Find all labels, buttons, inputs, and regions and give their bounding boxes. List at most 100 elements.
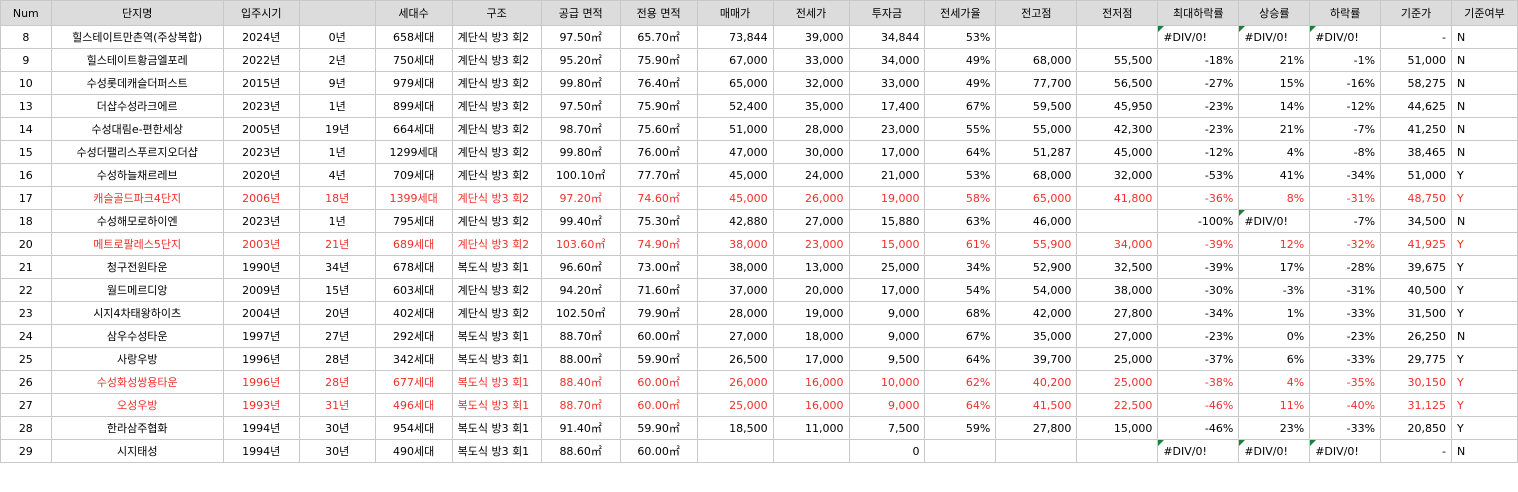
cell-drop-rate[interactable]: -12% [1309,94,1382,118]
cell-move-in[interactable]: 2023년 [222,140,300,164]
cell-base-price[interactable]: 41,925 [1380,232,1452,256]
cell-max-drop-rate[interactable]: #DIV/0! [1157,25,1240,49]
cell-investment[interactable]: 17,000 [848,140,926,164]
cell-supply-area[interactable]: 98.70㎡ [540,117,621,141]
cell-previous-low[interactable]: 55,500 [1076,48,1159,72]
cell-age[interactable]: 19년 [298,117,376,141]
cell-exclusive-area[interactable]: 76.40㎡ [619,71,698,95]
cell-base-flag[interactable]: Y [1450,370,1518,394]
cell-age[interactable]: 30년 [298,439,376,463]
cell-previous-low[interactable]: 45,000 [1076,140,1159,164]
cell-exclusive-area[interactable]: 76.00㎡ [619,140,698,164]
cell-investment[interactable]: 7,500 [848,416,926,440]
cell-jeonse-ratio[interactable]: 61% [924,232,997,256]
cell-max-drop-rate[interactable]: -39% [1157,255,1240,279]
cell-jeonse-ratio[interactable]: 62% [924,370,997,394]
cell-base-flag[interactable]: Y [1450,163,1518,187]
cell-name[interactable]: 월드메르디앙 [50,278,224,302]
cell-num[interactable]: 9 [0,48,52,72]
cell-rise-rate[interactable]: #DIV/0! [1238,209,1311,233]
cell-move-in[interactable]: 2023년 [222,94,300,118]
cell-move-in[interactable]: 1997년 [222,324,300,348]
cell-jeonse-ratio[interactable]: 68% [924,301,997,325]
table-row[interactable]: 16 수성하늘채르레브 2020년 4년 709세대 계단식 방3 회2 100.10㎡ 77… [0,163,1518,187]
cell-sale-price[interactable]: 38,000 [696,255,774,279]
cell-structure[interactable]: 계단식 방3 회2 [451,232,542,256]
cell-units[interactable]: 689세대 [374,232,453,256]
cell-previous-low[interactable]: 32,500 [1076,255,1159,279]
col-max-drop-rate-header[interactable]: 최대하락률 [1157,0,1240,26]
cell-age[interactable]: 28년 [298,347,376,371]
cell-supply-area[interactable]: 96.60㎡ [540,255,621,279]
cell-sale-price[interactable]: 45,000 [696,186,774,210]
cell-max-drop-rate[interactable]: -23% [1157,117,1240,141]
cell-drop-rate[interactable]: -32% [1309,232,1382,256]
table-row[interactable]: 21 청구전원타운 1990년 34년 678세대 복도식 방3 회1 96.60㎡ 73.0… [0,255,1518,279]
col-name-header[interactable]: 단지명 [50,0,224,26]
cell-sale-price[interactable]: 47,000 [696,140,774,164]
cell-sale-price[interactable]: 26,000 [696,370,774,394]
table-row[interactable]: 26 수성화성쌍용타운 1996년 28년 677세대 복도식 방3 회1 88.40㎡ 60… [0,370,1518,394]
cell-jeonse-ratio[interactable]: 54% [924,278,997,302]
cell-jeonse-price[interactable]: 27,000 [772,209,850,233]
cell-move-in[interactable]: 2015년 [222,71,300,95]
cell-rise-rate[interactable]: 4% [1238,370,1311,394]
cell-base-flag[interactable]: N [1450,140,1518,164]
cell-investment[interactable]: 33,000 [848,71,926,95]
cell-base-flag[interactable]: Y [1450,347,1518,371]
cell-base-flag[interactable]: N [1450,25,1518,49]
cell-move-in[interactable]: 2023년 [222,209,300,233]
cell-base-price[interactable]: 51,000 [1380,48,1452,72]
table-row[interactable]: 15 수성더팰리스푸르지오더샵 2023년 1년 1299세대 계단식 방3 회2 99.8… [0,140,1518,164]
cell-num[interactable]: 27 [0,393,52,417]
cell-jeonse-ratio[interactable]: 67% [924,324,997,348]
cell-jeonse-ratio[interactable]: 64% [924,393,997,417]
cell-name[interactable]: 오성우방 [50,393,224,417]
cell-sale-price[interactable]: 28,000 [696,301,774,325]
cell-exclusive-area[interactable]: 59.90㎡ [619,347,698,371]
cell-units[interactable]: 342세대 [374,347,453,371]
cell-units[interactable]: 658세대 [374,25,453,49]
cell-previous-low[interactable]: 25,000 [1076,370,1159,394]
cell-move-in[interactable]: 2006년 [222,186,300,210]
cell-units[interactable]: 1399세대 [374,186,453,210]
cell-supply-area[interactable]: 99.40㎡ [540,209,621,233]
cell-base-flag[interactable]: N [1450,324,1518,348]
cell-sale-price[interactable]: 65,000 [696,71,774,95]
cell-base-price[interactable]: 58,275 [1380,71,1452,95]
cell-name[interactable]: 캐슬골드파크4단지 [50,186,224,210]
cell-jeonse-ratio[interactable]: 55% [924,117,997,141]
cell-units[interactable]: 709세대 [374,163,453,187]
cell-base-price[interactable]: 44,625 [1380,94,1452,118]
cell-jeonse-ratio[interactable]: 53% [924,163,997,187]
cell-investment[interactable]: 17,400 [848,94,926,118]
cell-max-drop-rate[interactable]: -100% [1157,209,1240,233]
cell-investment[interactable]: 21,000 [848,163,926,187]
cell-previous-high[interactable]: 68,000 [995,48,1078,72]
cell-max-drop-rate[interactable]: -53% [1157,163,1240,187]
cell-previous-high[interactable]: 54,000 [995,278,1078,302]
cell-age[interactable]: 1년 [298,140,376,164]
cell-supply-area[interactable]: 88.40㎡ [540,370,621,394]
cell-name[interactable]: 수성해모로하이엔 [50,209,224,233]
cell-base-flag[interactable]: N [1450,439,1518,463]
cell-exclusive-area[interactable]: 60.00㎡ [619,324,698,348]
cell-base-price[interactable]: 41,250 [1380,117,1452,141]
cell-investment[interactable]: 0 [848,439,926,463]
cell-exclusive-area[interactable]: 74.60㎡ [619,186,698,210]
cell-structure[interactable]: 계단식 방3 회2 [451,163,542,187]
cell-exclusive-area[interactable]: 65.70㎡ [619,25,698,49]
cell-units[interactable]: 954세대 [374,416,453,440]
cell-max-drop-rate[interactable]: -38% [1157,370,1240,394]
col-base-price-header[interactable]: 기준가 [1380,0,1452,26]
cell-jeonse-ratio[interactable]: 58% [924,186,997,210]
col-supply-area-header[interactable]: 공급 면적 [540,0,621,26]
cell-age[interactable]: 9년 [298,71,376,95]
cell-base-price[interactable]: 30,150 [1380,370,1452,394]
cell-jeonse-price[interactable]: 16,000 [772,370,850,394]
cell-num[interactable]: 23 [0,301,52,325]
cell-age[interactable]: 1년 [298,209,376,233]
cell-exclusive-area[interactable]: 77.70㎡ [619,163,698,187]
cell-jeonse-price[interactable]: 35,000 [772,94,850,118]
cell-num[interactable]: 29 [0,439,52,463]
